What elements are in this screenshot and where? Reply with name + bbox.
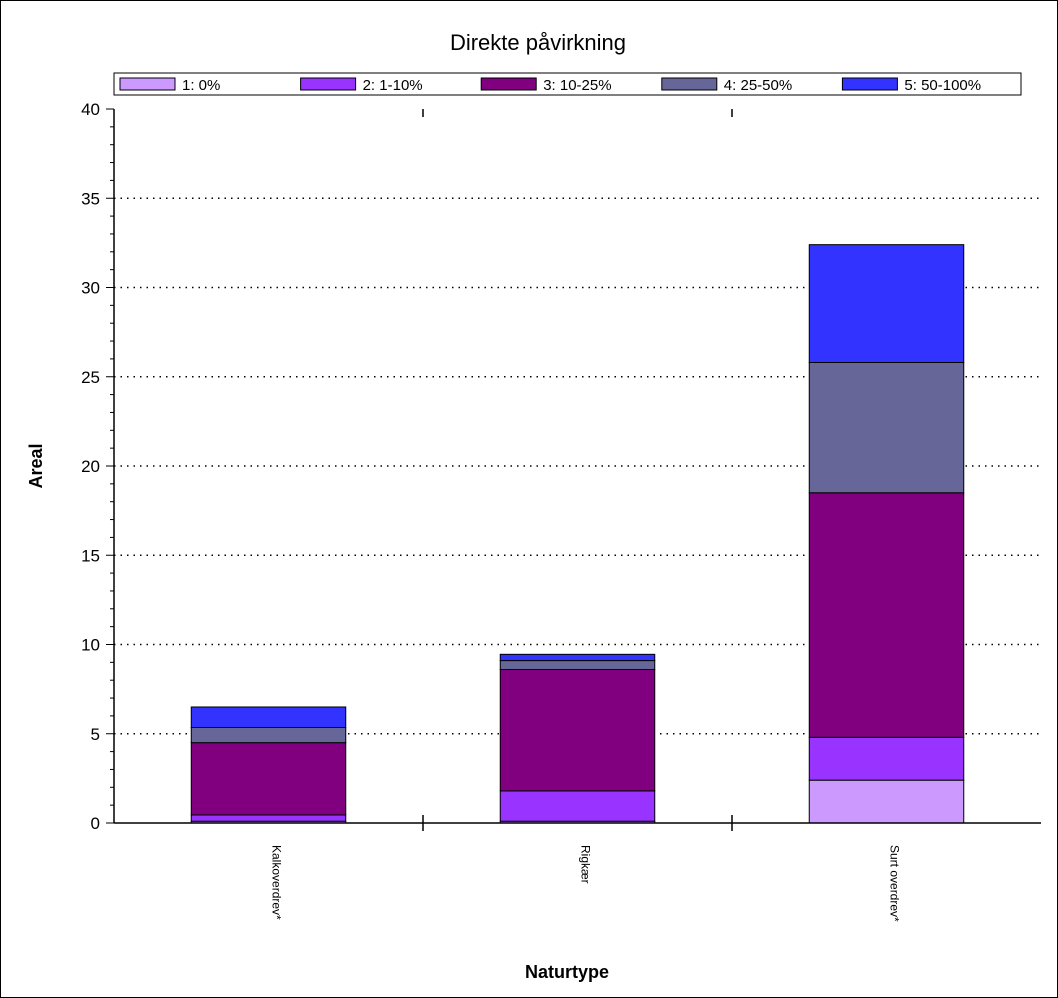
- x-tick-label: Kalkoverdrev*: [270, 845, 284, 920]
- y-tick-label: 0: [91, 814, 100, 833]
- legend-label: 5: 50-100%: [904, 77, 981, 94]
- y-tick-label: 25: [81, 368, 100, 387]
- x-tick-label: Rigkær: [579, 845, 593, 884]
- bars: [190, 244, 965, 824]
- chart-title: Direkte påvirkning: [450, 30, 626, 55]
- legend-swatch: [661, 77, 718, 91]
- legend-label: 2: 1-10%: [363, 77, 423, 94]
- legend-swatch: [300, 77, 357, 91]
- bar-segment: [808, 779, 965, 824]
- bar-segment: [499, 790, 656, 822]
- x-tick-label: Surt overdrev*: [888, 845, 902, 922]
- y-tick-label: 30: [81, 279, 100, 298]
- bar-segment: [190, 727, 347, 744]
- y-tick-label: 20: [81, 457, 100, 476]
- bar-segment: [808, 492, 965, 738]
- bar-segment: [499, 668, 656, 792]
- bar-segment: [499, 660, 656, 670]
- bar-segment: [808, 361, 965, 494]
- y-tick-label: 15: [81, 546, 100, 565]
- y-tick-label: 35: [81, 189, 100, 208]
- x-axis-title: Naturtype: [525, 962, 609, 982]
- legend-swatch: [119, 77, 176, 91]
- bar-segment: [190, 706, 347, 729]
- legend-label: 1: 0%: [182, 77, 220, 94]
- bar-segment: [190, 742, 347, 816]
- y-axis-title: Areal: [26, 443, 46, 488]
- legend-swatch: [841, 77, 898, 91]
- bar-segment: [499, 653, 656, 662]
- legend: 1: 0% 2: 1-10% 3: 10-25% 4: 25-50% 5: 50-100…: [113, 72, 1022, 96]
- legend-label: 3: 10-25%: [543, 77, 611, 94]
- bar-segment: [808, 736, 965, 781]
- bar-segment: [808, 244, 965, 363]
- bar-segment: [190, 814, 347, 822]
- x-axis-categories: Kalkoverdrev* Rigkær Surt overdrev*: [270, 845, 902, 922]
- legend-label: 4: 25-50%: [724, 77, 792, 94]
- y-tick-label: 10: [81, 636, 100, 655]
- y-axis-ticks: 0 5 10 15 20 25 30 35 40: [81, 100, 114, 833]
- legend-swatch: [480, 77, 537, 91]
- y-tick-label: 5: [91, 725, 100, 744]
- y-tick-label: 40: [81, 100, 100, 119]
